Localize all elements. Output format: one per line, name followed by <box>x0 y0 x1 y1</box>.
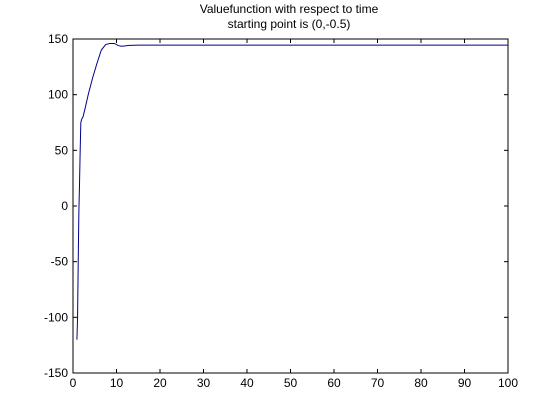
axes-box <box>72 38 509 374</box>
y-tick-label: 100 <box>48 88 68 102</box>
x-tick-label: 60 <box>327 376 341 390</box>
x-tick-label: 40 <box>240 376 254 390</box>
y-tick-label: -150 <box>44 366 68 380</box>
x-tick-label: 80 <box>414 376 428 390</box>
y-tick-label: -50 <box>51 255 69 269</box>
x-tick-label: 90 <box>458 376 472 390</box>
y-tick-label: -100 <box>44 310 68 324</box>
x-tick-label: 50 <box>284 376 298 390</box>
series-line <box>76 42 508 340</box>
plot-area: 0 10 20 30 40 50 60 70 80 90 100 -150 -100 -50 0 50 100 1… <box>44 32 518 390</box>
x-tick-label: 30 <box>197 376 211 390</box>
x-tick-label: 10 <box>110 376 124 390</box>
y-tick-label: 50 <box>55 143 69 157</box>
x-tick-label: 100 <box>498 376 518 390</box>
x-tick-label: 20 <box>153 376 167 390</box>
x-tick-label: 0 <box>70 376 77 390</box>
x-tick-label: 70 <box>371 376 385 390</box>
chart-title-line-1: Valuefunction with respect to time <box>200 2 379 16</box>
chart-title-line-2: starting point is (0,-0.5) <box>228 17 351 31</box>
y-tick-label: 150 <box>48 32 68 46</box>
y-tick-label: 0 <box>61 199 68 213</box>
